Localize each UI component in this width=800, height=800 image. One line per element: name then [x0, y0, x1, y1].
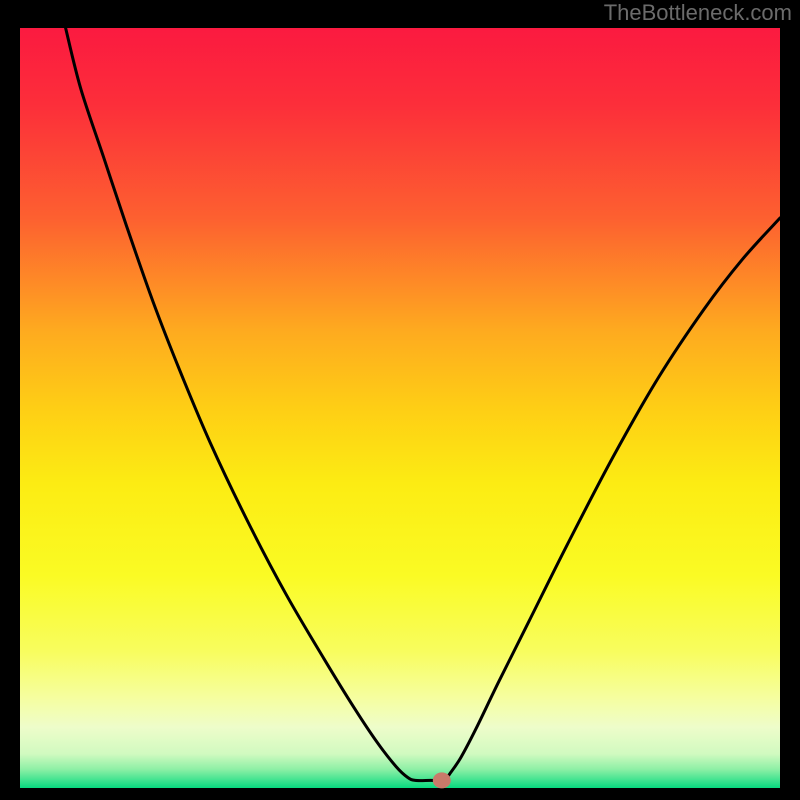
attribution-text: TheBottleneck.com — [604, 0, 792, 26]
minimum-marker — [433, 772, 451, 788]
chart-svg — [0, 0, 800, 800]
plot-background — [20, 28, 780, 788]
chart-container: TheBottleneck.com — [0, 0, 800, 800]
